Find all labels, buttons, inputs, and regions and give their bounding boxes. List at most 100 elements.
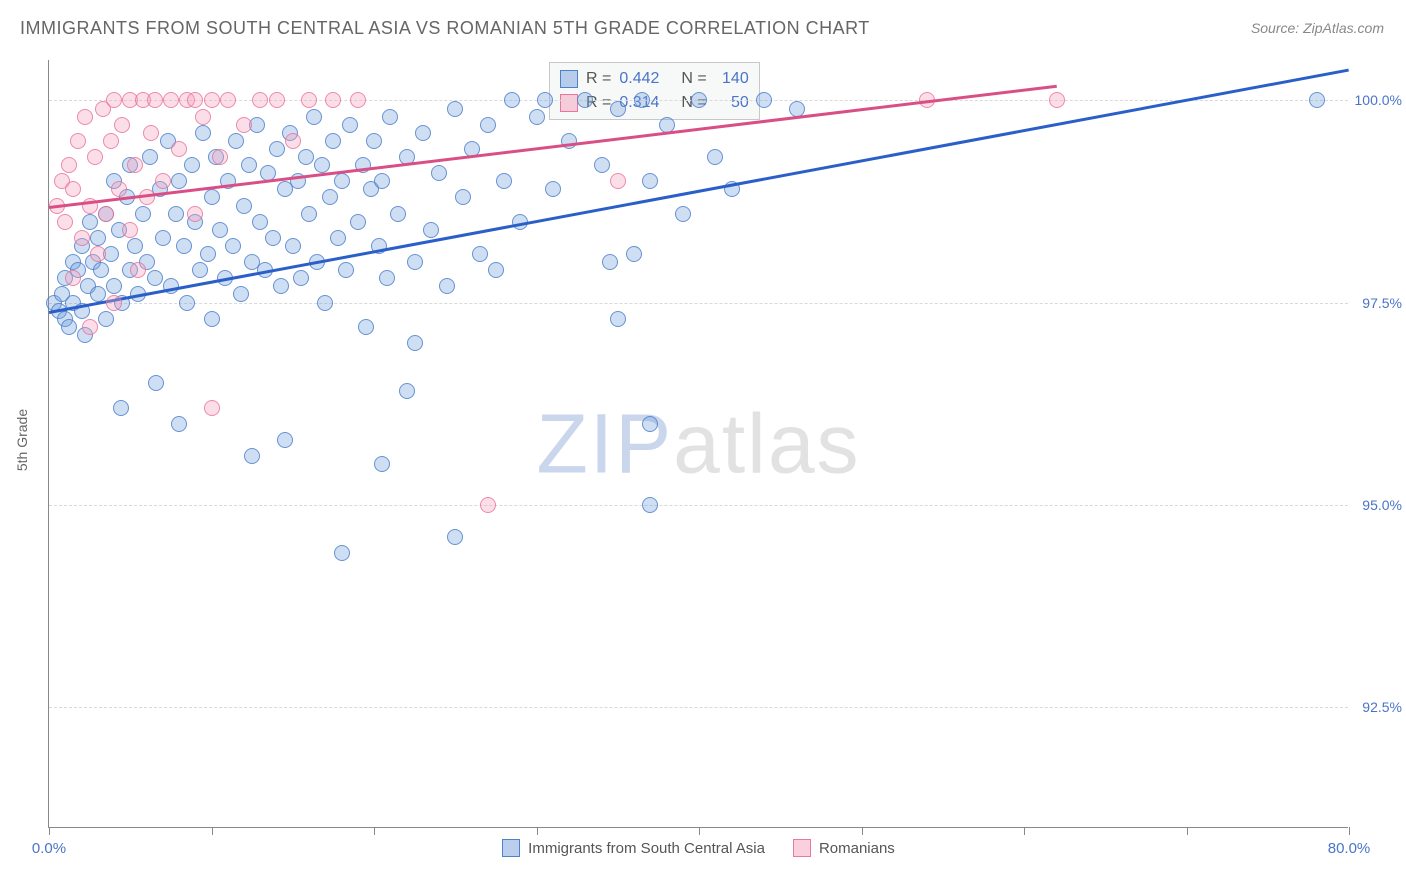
data-point bbox=[155, 173, 171, 189]
data-point bbox=[707, 149, 723, 165]
data-point bbox=[212, 222, 228, 238]
data-point bbox=[106, 278, 122, 294]
watermark-zip: ZIP bbox=[536, 396, 673, 490]
data-point bbox=[269, 141, 285, 157]
data-point bbox=[204, 400, 220, 416]
data-point bbox=[192, 262, 208, 278]
data-point bbox=[171, 141, 187, 157]
series-legend: Immigrants from South Central Asia Romani… bbox=[49, 839, 1348, 857]
data-point bbox=[114, 117, 130, 133]
data-point bbox=[184, 157, 200, 173]
data-point bbox=[195, 109, 211, 125]
data-point bbox=[382, 109, 398, 125]
legend-swatch bbox=[560, 94, 578, 112]
data-point bbox=[273, 278, 289, 294]
data-point bbox=[293, 270, 309, 286]
data-point bbox=[106, 295, 122, 311]
data-point bbox=[415, 125, 431, 141]
data-point bbox=[634, 92, 650, 108]
data-point bbox=[147, 270, 163, 286]
data-point bbox=[642, 416, 658, 432]
legend-label: Immigrants from South Central Asia bbox=[528, 840, 765, 857]
data-point bbox=[358, 319, 374, 335]
data-point bbox=[57, 214, 73, 230]
legend-swatch bbox=[560, 70, 578, 88]
data-point bbox=[330, 230, 346, 246]
data-point bbox=[127, 157, 143, 173]
legend-row: R =0.442N =140 bbox=[560, 67, 749, 91]
data-point bbox=[322, 189, 338, 205]
data-point bbox=[87, 149, 103, 165]
data-point bbox=[130, 262, 146, 278]
x-tick bbox=[212, 827, 213, 835]
data-point bbox=[298, 149, 314, 165]
data-point bbox=[496, 173, 512, 189]
y-tick-label: 92.5% bbox=[1362, 699, 1402, 715]
data-point bbox=[439, 278, 455, 294]
watermark-atlas: atlas bbox=[673, 396, 860, 490]
data-point bbox=[285, 238, 301, 254]
data-point bbox=[447, 529, 463, 545]
data-point bbox=[374, 173, 390, 189]
data-point bbox=[61, 157, 77, 173]
data-point bbox=[325, 92, 341, 108]
data-point bbox=[407, 335, 423, 351]
legend-label: Romanians bbox=[819, 840, 895, 857]
x-tick bbox=[1024, 827, 1025, 835]
y-axis-title: 5th Grade bbox=[14, 409, 30, 471]
x-tick bbox=[699, 827, 700, 835]
data-point bbox=[577, 92, 593, 108]
data-point bbox=[277, 432, 293, 448]
data-point bbox=[545, 181, 561, 197]
data-point bbox=[269, 92, 285, 108]
y-tick-label: 95.0% bbox=[1362, 497, 1402, 513]
data-point bbox=[236, 117, 252, 133]
data-point bbox=[610, 101, 626, 117]
data-point bbox=[447, 101, 463, 117]
gridline-h bbox=[49, 303, 1348, 304]
data-point bbox=[488, 262, 504, 278]
x-tick bbox=[374, 827, 375, 835]
data-point bbox=[103, 133, 119, 149]
scatter-plot-area: ZIPatlas R =0.442N =140R =0.314N =50 Imm… bbox=[48, 60, 1348, 828]
gridline-h bbox=[49, 505, 1348, 506]
data-point bbox=[537, 92, 553, 108]
legend-swatch bbox=[793, 839, 811, 857]
data-point bbox=[90, 230, 106, 246]
data-point bbox=[334, 545, 350, 561]
gridline-h bbox=[49, 707, 1348, 708]
data-point bbox=[70, 133, 86, 149]
data-point bbox=[204, 189, 220, 205]
legend-swatch bbox=[502, 839, 520, 857]
data-point bbox=[504, 92, 520, 108]
source-prefix: Source: bbox=[1251, 20, 1303, 36]
data-point bbox=[204, 311, 220, 327]
data-point bbox=[301, 92, 317, 108]
data-point bbox=[111, 181, 127, 197]
data-point bbox=[106, 92, 122, 108]
data-point bbox=[610, 311, 626, 327]
data-point bbox=[265, 230, 281, 246]
data-point bbox=[350, 92, 366, 108]
data-point bbox=[122, 222, 138, 238]
data-point bbox=[82, 214, 98, 230]
data-point bbox=[306, 109, 322, 125]
data-point bbox=[244, 448, 260, 464]
data-point bbox=[642, 173, 658, 189]
n-value: 50 bbox=[715, 94, 749, 112]
data-point bbox=[366, 133, 382, 149]
data-point bbox=[455, 189, 471, 205]
data-point bbox=[163, 92, 179, 108]
data-point bbox=[480, 497, 496, 513]
data-point bbox=[135, 206, 151, 222]
x-tick-label: 80.0% bbox=[1328, 840, 1371, 857]
data-point bbox=[675, 206, 691, 222]
data-point bbox=[148, 375, 164, 391]
data-point bbox=[423, 222, 439, 238]
data-point bbox=[195, 125, 211, 141]
data-point bbox=[212, 149, 228, 165]
data-point bbox=[407, 254, 423, 270]
x-tick-label: 0.0% bbox=[32, 840, 66, 857]
data-point bbox=[233, 286, 249, 302]
data-point bbox=[155, 230, 171, 246]
